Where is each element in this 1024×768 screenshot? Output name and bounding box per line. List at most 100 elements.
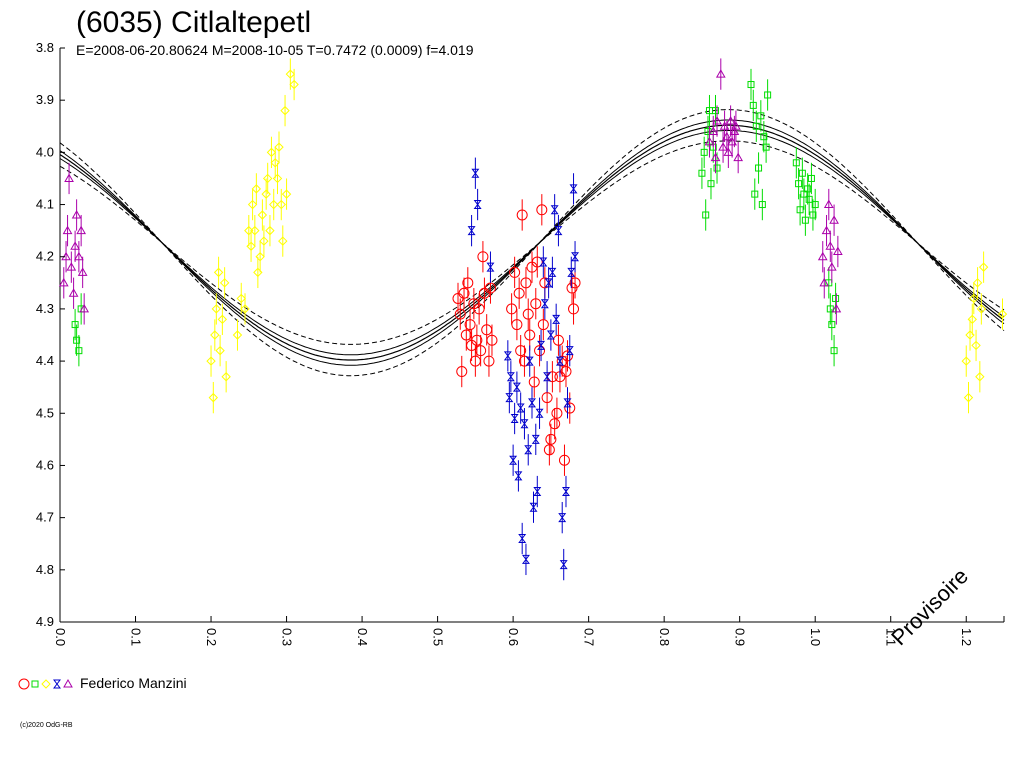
- square-marker: [805, 195, 813, 203]
- square-marker: [828, 321, 836, 329]
- triangle-marker: [829, 215, 839, 224]
- diamond-marker: [208, 392, 219, 403]
- diamond-marker: [221, 372, 231, 382]
- data-point: [707, 168, 715, 200]
- square-marker: [826, 305, 834, 313]
- hourglass-marker: [521, 554, 530, 564]
- data-point: [475, 335, 487, 367]
- hourglass-marker: [543, 372, 552, 382]
- diamond-marker: [289, 79, 299, 90]
- diamond-marker: [265, 225, 275, 236]
- data-point: [483, 345, 495, 377]
- x-tick-label: 0.0: [53, 628, 68, 646]
- data-point: [524, 434, 533, 466]
- data-point: [978, 251, 989, 283]
- square-marker: [698, 169, 706, 177]
- data-point: [569, 173, 578, 205]
- data-point: [522, 298, 534, 330]
- data-point: [536, 194, 548, 226]
- diamond-marker: [274, 142, 284, 152]
- series-triangle: [58, 58, 843, 325]
- triangle-marker: [825, 241, 836, 250]
- diamond-marker: [269, 199, 279, 210]
- data-point: [831, 293, 842, 325]
- x-tick-label: 1.2: [959, 628, 974, 646]
- circle-marker: [483, 355, 495, 367]
- triangle-marker: [58, 277, 69, 287]
- data-point: [250, 214, 260, 247]
- hourglass-marker: [531, 434, 540, 444]
- data-point: [963, 381, 974, 414]
- y-tick-label: 4.2: [36, 249, 54, 264]
- circle-marker: [543, 444, 555, 456]
- data-point: [244, 214, 254, 247]
- data-point: [262, 162, 273, 195]
- data-point: [528, 366, 540, 398]
- triangle-marker: [66, 262, 77, 271]
- x-tick-label: 1.1: [884, 628, 899, 646]
- square-marker: [792, 159, 800, 167]
- data-point: [723, 136, 734, 169]
- circle-marker: [536, 204, 548, 216]
- diamond-marker: [259, 236, 269, 246]
- data-point: [516, 392, 525, 424]
- legend: Federico Manzini: [18, 675, 187, 691]
- y-tick-label: 4.4: [36, 353, 54, 368]
- hourglass-marker: [518, 534, 527, 544]
- data-point: [829, 204, 839, 236]
- data-point: [811, 188, 819, 221]
- data-point: [257, 199, 268, 231]
- circle-marker: [458, 287, 470, 299]
- diamond-marker: [281, 189, 292, 199]
- circle-marker: [549, 418, 561, 430]
- hourglass-marker: [544, 278, 553, 288]
- hourglass-marker: [539, 257, 548, 267]
- data-point: [473, 188, 482, 221]
- data-point: [961, 345, 971, 377]
- data-point: [265, 214, 275, 247]
- triangle-marker: [710, 152, 721, 162]
- data-point: [512, 371, 521, 403]
- fit-curve-main: [59, 124, 1005, 361]
- data-point: [537, 329, 546, 362]
- hourglass-marker: [548, 267, 557, 277]
- data-point: [278, 225, 288, 257]
- data-point: [708, 115, 719, 148]
- data-point: [208, 381, 219, 414]
- y-tick-label: 4.3: [36, 301, 54, 316]
- y-tick-label: 4.5: [36, 405, 54, 420]
- circle-marker: [560, 366, 572, 378]
- data-points: [58, 58, 1008, 581]
- diamond-marker: [236, 293, 246, 304]
- square-marker: [764, 91, 772, 99]
- data-point: [698, 157, 706, 189]
- data-point: [712, 94, 720, 127]
- diamond-marker: [967, 314, 977, 325]
- diamond-marker: [255, 252, 265, 262]
- diamond-marker: [266, 147, 277, 158]
- data-point: [506, 361, 515, 393]
- diamond-marker: [210, 330, 220, 340]
- triangle-marker: [821, 225, 832, 235]
- y-tick-label: 4.9: [36, 614, 54, 629]
- diamond-marker: [211, 304, 222, 314]
- data-point: [809, 199, 817, 231]
- data-point: [77, 256, 88, 289]
- hourglass-marker: [486, 262, 495, 272]
- data-point: [540, 288, 549, 320]
- triangle-marker: [77, 267, 88, 276]
- data-point: [563, 387, 572, 419]
- diamond-marker: [280, 105, 290, 116]
- triangle-marker: [79, 303, 90, 313]
- square-marker: [700, 148, 708, 156]
- data-point: [552, 303, 561, 335]
- y-tick-label: 4.8: [36, 562, 54, 577]
- diamond-marker: [246, 241, 256, 251]
- data-point: [471, 157, 480, 189]
- data-point: [800, 178, 808, 210]
- y-tick-label: 4.6: [36, 457, 54, 472]
- diamond-marker: [244, 225, 254, 236]
- circle-marker: [464, 319, 476, 331]
- data-point: [801, 204, 809, 236]
- data-point: [548, 256, 557, 289]
